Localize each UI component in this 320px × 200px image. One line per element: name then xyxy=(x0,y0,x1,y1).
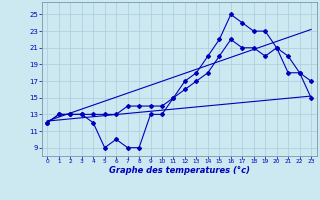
X-axis label: Graphe des temperatures (°c): Graphe des temperatures (°c) xyxy=(109,166,250,175)
